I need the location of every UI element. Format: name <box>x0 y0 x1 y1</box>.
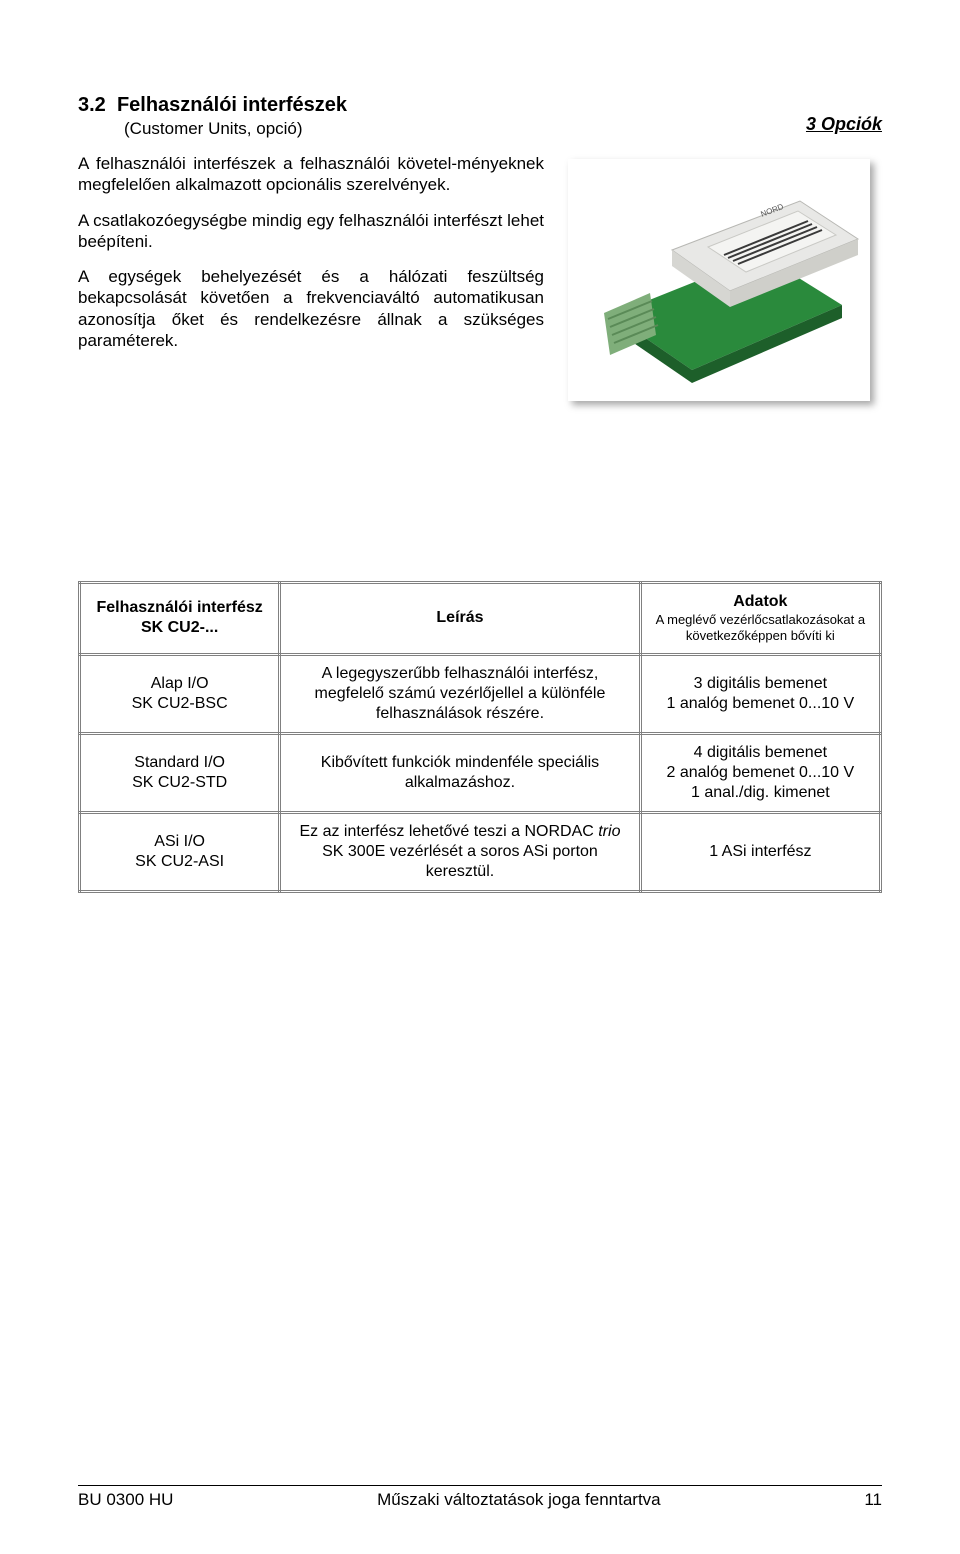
table-row: Standard I/O SK CU2-STD Kibővített funkc… <box>80 733 881 812</box>
cell-desc: Kibővített funkciók mindenféle speciális… <box>280 733 640 812</box>
paragraph: A csatlakozóegységbe mindig egy felhaszn… <box>78 210 544 253</box>
data-line: 1 ASi interfész <box>709 843 811 860</box>
header-text: Adatok <box>733 593 787 610</box>
cell-desc: A legegyszerűbb felhasználói interfész, … <box>280 654 640 733</box>
name-line: Standard I/O <box>134 754 225 771</box>
paragraph: A felhasználói interfészek a felhasználó… <box>78 153 544 196</box>
cell-data: 4 digitális bemenet 2 analóg bemenet 0..… <box>640 733 880 812</box>
table-header: Adatok A meglévő vezérlőcsatlakozásokat … <box>640 583 880 655</box>
page-footer: BU 0300 HU Műszaki változtatások joga fe… <box>78 1485 882 1510</box>
data-line: 3 digitális bemenet <box>694 675 827 692</box>
name-line: SK CU2-BSC <box>132 695 228 712</box>
name-line: SK CU2-ASI <box>135 853 224 870</box>
section-title: 3.2 Felhasználói interfészek <box>78 94 882 117</box>
footer-left: BU 0300 HU <box>78 1490 173 1510</box>
footer-right: 11 <box>864 1490 882 1510</box>
body-text: A felhasználói interfészek a felhasználó… <box>78 153 544 401</box>
header-text: SK CU2-... <box>141 619 218 636</box>
data-line: 2 analóg bemenet 0...10 V <box>666 764 854 781</box>
pcb-module-image: NORD <box>568 159 870 401</box>
data-line: 1 analóg bemenet 0...10 V <box>666 695 854 712</box>
section-number: 3.2 <box>78 94 106 116</box>
table-row: Alap I/O SK CU2-BSC A legegyszerűbb felh… <box>80 654 881 733</box>
name-line: ASi I/O <box>154 833 205 850</box>
cell-name: Standard I/O SK CU2-STD <box>80 733 280 812</box>
cell-desc: Ez az interfész lehetővé teszi a NORDAC … <box>280 812 640 891</box>
interface-table: Felhasználói interfész SK CU2-... Leírás… <box>78 581 882 893</box>
data-line: 1 anal./dig. kimenet <box>691 784 830 801</box>
data-line: 4 digitális bemenet <box>694 744 827 761</box>
desc-italic: trio <box>598 823 620 840</box>
table-row: ASi I/O SK CU2-ASI Ez az interfész lehet… <box>80 812 881 891</box>
section-subtitle: (Customer Units, opció) <box>124 119 882 139</box>
header-text: Felhasználói interfész <box>96 599 262 616</box>
table-header: Leírás <box>280 583 640 655</box>
section-heading: Felhasználói interfészek <box>117 94 347 116</box>
name-line: SK CU2-STD <box>132 774 227 791</box>
cell-data: 3 digitális bemenet 1 analóg bemenet 0..… <box>640 654 880 733</box>
paragraph: A egységek behelyezését és a hálózati fe… <box>78 266 544 351</box>
cell-name: ASi I/O SK CU2-ASI <box>80 812 280 891</box>
table-header: Felhasználói interfész SK CU2-... <box>80 583 280 655</box>
name-line: Alap I/O <box>151 675 209 692</box>
cell-data: 1 ASi interfész <box>640 812 880 891</box>
header-subtext: A meglévő vezérlőcsatlakozásokat a követ… <box>650 612 871 645</box>
desc-part: Ez az interfész lehetővé teszi a NORDAC <box>299 823 598 840</box>
footer-center: Műszaki változtatások joga fenntartva <box>377 1490 660 1510</box>
cell-name: Alap I/O SK CU2-BSC <box>80 654 280 733</box>
page-header-right: 3 Opciók <box>806 114 882 135</box>
desc-part: SK 300E vezérlését a soros ASi porton ke… <box>322 843 598 880</box>
table-header-row: Felhasználói interfész SK CU2-... Leírás… <box>80 583 881 655</box>
